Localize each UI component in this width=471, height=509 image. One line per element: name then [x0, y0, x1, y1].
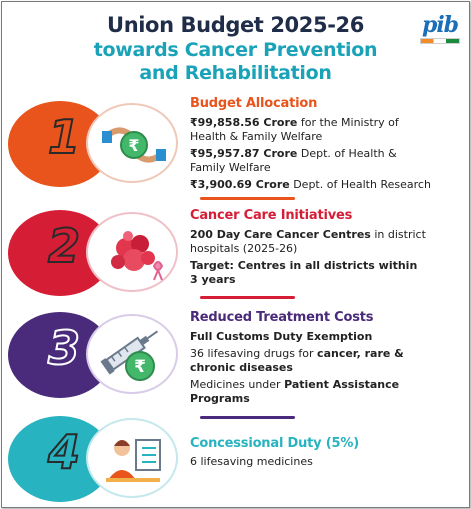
illustration-1: ₹: [86, 103, 178, 183]
pib-logo: pib: [421, 12, 459, 38]
duty-line-1: 6 lifesaving medicines: [190, 455, 313, 468]
section-text-1: ₹99,858.56 Crore for the Ministry of Hea…: [190, 116, 431, 192]
section-text-4: 6 lifesaving medicines: [190, 455, 313, 469]
page-subtitle: towards Cancer Prevention and Rehabilita…: [0, 39, 471, 85]
section-number-2: 2: [47, 218, 81, 274]
syringe-rupee-icon: ₹: [100, 330, 159, 381]
care-line-2: hospitals (2025-26): [190, 242, 298, 255]
care-line-1: 200 Day Care Cancer Centres in district: [190, 228, 426, 241]
budget-line-5: ₹3,900.69 Crore Dept. of Health Research: [190, 178, 431, 191]
cost-line-2: 36 lifesaving drugs for cancer, rare &: [190, 347, 404, 360]
section-number-4: 4: [47, 424, 81, 480]
divider-3: [200, 416, 295, 419]
rupee-hands-icon: ₹: [102, 127, 166, 163]
care-line-3: Target: Centres in all districts within: [190, 259, 418, 272]
section-text-2: 200 Day Care Cancer Centres in district …: [190, 228, 426, 287]
budget-line-3: ₹95,957.87 Crore Dept. of Health &: [190, 147, 397, 160]
budget-line-4: Family Welfare: [190, 161, 271, 174]
page-title: Union Budget 2025-26: [107, 13, 364, 37]
cost-line-3: chronic diseases: [190, 361, 293, 374]
section-title-2: Cancer Care Initiatives: [190, 208, 353, 223]
illustration-3: ₹: [86, 314, 178, 394]
care-line-4: 3 years: [190, 273, 236, 286]
subtitle-line-1: towards Cancer Prevention: [93, 39, 378, 61]
divider-2: [200, 296, 295, 299]
section-text-3: Full Customs Duty Exemption 36 lifesavin…: [190, 330, 404, 406]
svg-text:₹: ₹: [128, 136, 139, 155]
section-number-1: 1: [47, 109, 81, 165]
section-title-3: Reduced Treatment Costs: [190, 310, 374, 325]
illustration-2: [86, 212, 178, 292]
section-number-3: 3: [47, 320, 81, 376]
budget-line-1: ₹99,858.56 Crore for the Ministry of: [190, 116, 399, 129]
section-title-4: Concessional Duty (5%): [190, 436, 359, 451]
cancer-cells-icon: [111, 231, 164, 281]
cost-line-1: Full Customs Duty Exemption: [190, 330, 373, 343]
pib-logo-flag-strip: [420, 38, 460, 44]
section-title-1: Budget Allocation: [190, 96, 318, 111]
divider-1: [200, 197, 295, 200]
cost-line-5: Programs: [190, 392, 250, 405]
subtitle-line-2: and Rehabilitation: [139, 62, 332, 84]
budget-line-2: Health & Family Welfare: [190, 130, 323, 143]
doctor-checklist-icon: [106, 439, 161, 482]
illustration-4: [86, 418, 178, 498]
svg-text:₹: ₹: [134, 357, 146, 377]
cost-line-4: Medicines under Patient Assistance: [190, 378, 400, 391]
